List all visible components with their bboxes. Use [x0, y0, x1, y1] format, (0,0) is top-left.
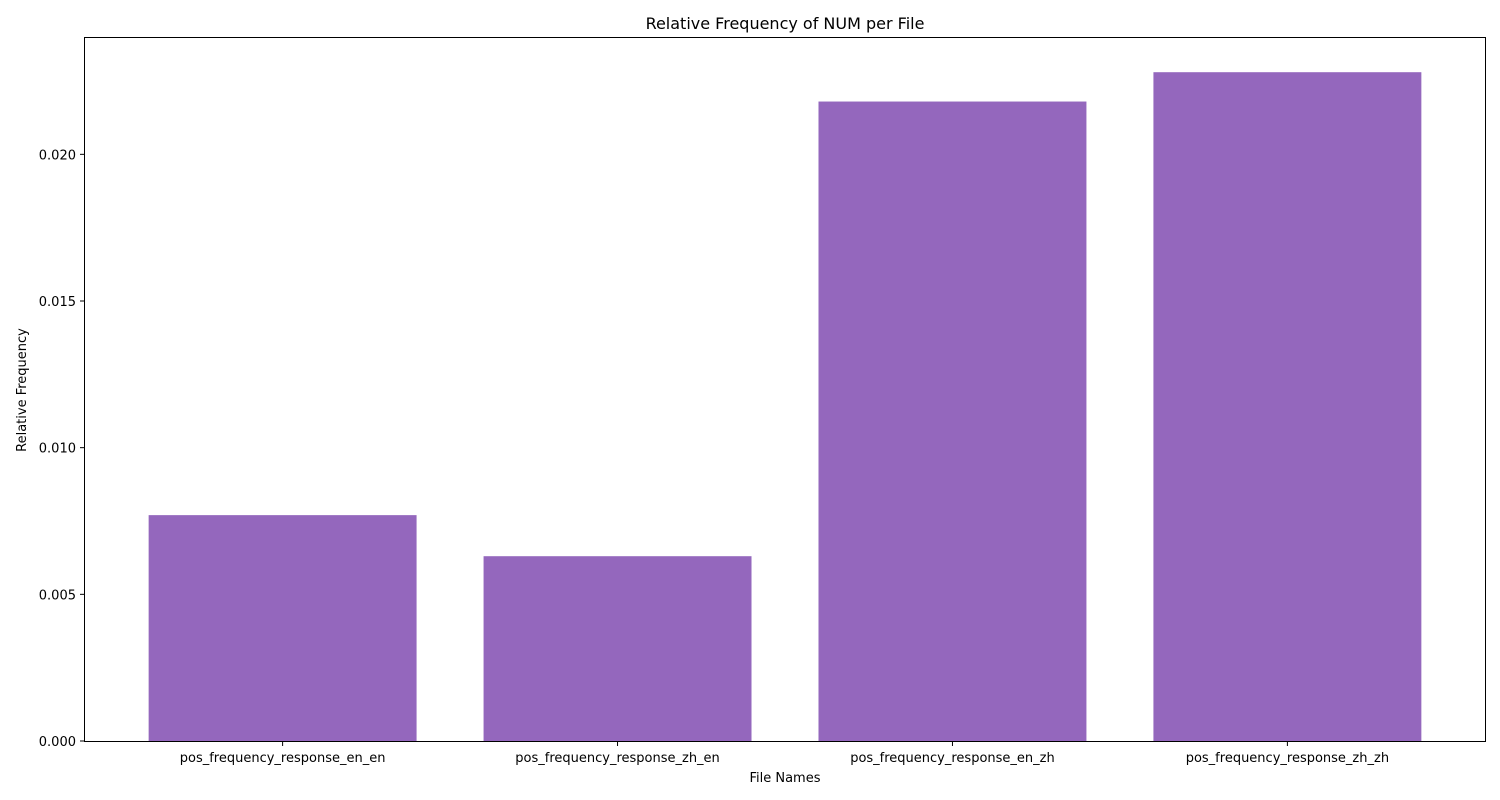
y-tick-label: 0.000 [39, 735, 76, 750]
x-tick-label: pos_frequency_response_en_zh [850, 751, 1055, 766]
x-tick-label: pos_frequency_response_zh_zh [1186, 751, 1389, 766]
y-tick-label: 0.010 [39, 442, 76, 457]
y-axis-ticks: 0.000 0.005 0.010 0.015 0.020 [39, 148, 85, 750]
x-axis-label: File Names [749, 771, 820, 786]
bar-pos_frequency_response_zh_en [483, 556, 752, 741]
x-tick-label: pos_frequency_response_zh_en [515, 751, 720, 766]
bars-layer [148, 72, 1422, 742]
plot-area-frame [84, 37, 1486, 742]
y-axis-label: Relative Frequency [15, 328, 30, 452]
y-tick-label: 0.015 [39, 295, 76, 310]
bar-pos_frequency_response_en_en [148, 515, 417, 741]
y-tick-label: 0.005 [39, 588, 76, 603]
x-axis-ticks: pos_frequency_response_en_en pos_frequenc… [180, 741, 1389, 766]
bar-pos_frequency_response_en_zh [818, 101, 1087, 742]
chart-title: Relative Frequency of NUM per File [646, 14, 925, 33]
y-tick-label: 0.020 [39, 148, 76, 163]
bar-pos_frequency_response_zh_zh [1153, 72, 1422, 741]
x-tick-label: pos_frequency_response_en_en [180, 751, 386, 766]
